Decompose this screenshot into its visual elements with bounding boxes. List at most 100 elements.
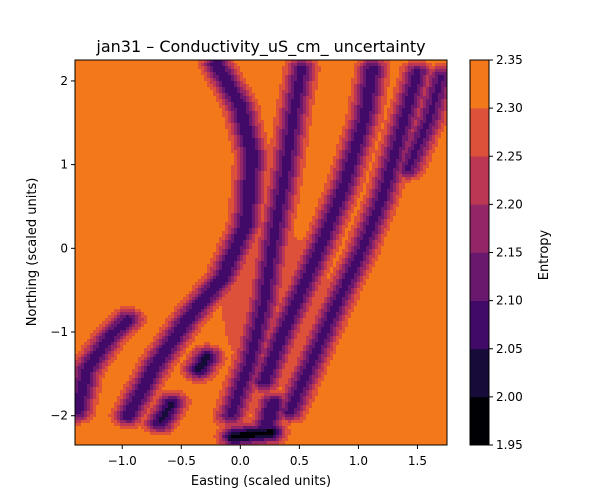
contour-cell [222, 381, 229, 385]
contour-cell [180, 360, 184, 364]
contour-cell [150, 396, 154, 400]
contour-cell [225, 222, 232, 226]
contour-cell [270, 321, 277, 325]
contour-cell [303, 294, 310, 298]
contour-cell [279, 87, 286, 91]
contour-cell [105, 357, 109, 361]
contour-cell [288, 402, 298, 406]
contour-cell [183, 408, 190, 412]
contour-cell [279, 381, 289, 385]
contour-cell [429, 108, 436, 112]
contour-cell [180, 315, 184, 319]
contour-cell [120, 306, 136, 310]
contour-cell [231, 399, 241, 403]
contour-cell [306, 336, 313, 340]
contour-cell [93, 417, 112, 421]
contour-cell [75, 252, 214, 256]
contour-cell [306, 111, 310, 115]
contour-cell [396, 171, 403, 175]
contour-cell [396, 108, 400, 112]
contour-cell [270, 180, 274, 184]
contour-cell [285, 93, 289, 97]
contour-cell [309, 402, 313, 406]
contour-cell [117, 396, 124, 400]
contour-cell [246, 153, 259, 157]
contour-cell [270, 234, 280, 238]
contour-cell [318, 381, 322, 385]
contour-cell [117, 339, 121, 343]
contour-cell [414, 132, 421, 136]
contour-cell [126, 402, 130, 406]
contour-cell [375, 105, 379, 109]
contour-cell [264, 231, 268, 235]
contour-cell [402, 99, 406, 103]
contour-cell [102, 390, 121, 394]
contour-cell [378, 60, 385, 64]
contour-cell [393, 117, 397, 121]
contour-cell [342, 129, 346, 133]
contour-cell [162, 396, 169, 400]
contour-cell [102, 363, 109, 367]
contour-cell [381, 171, 385, 175]
contour-cell [279, 159, 283, 163]
contour-cell [255, 258, 262, 262]
contour-cell [360, 156, 364, 160]
contour-cell [261, 171, 265, 175]
contour-cell [399, 81, 406, 85]
contour-cell [279, 378, 289, 382]
contour-cell [426, 63, 433, 67]
contour-cell [258, 147, 262, 151]
contour-cell [240, 255, 244, 259]
contour-cell [192, 321, 196, 325]
contour-cell [411, 168, 415, 172]
contour-cell [369, 162, 373, 166]
contour-cell [423, 174, 447, 178]
contour-cell [390, 84, 397, 88]
contour-cell [234, 192, 238, 196]
contour-cell [93, 393, 97, 397]
contour-cell [282, 246, 286, 250]
contour-cell [342, 261, 346, 265]
contour-cell [207, 306, 211, 310]
contour-cell [417, 153, 424, 157]
contour-cell [432, 63, 436, 67]
contour-cell [423, 84, 427, 88]
contour-cell [318, 78, 352, 82]
contour-cell [288, 219, 292, 223]
contour-cell [213, 351, 220, 355]
contour-cell [327, 291, 331, 295]
contour-cell [360, 240, 370, 244]
contour-cell [264, 144, 277, 148]
contour-cell [288, 183, 292, 187]
contour-cell [237, 384, 247, 388]
contour-cell [144, 348, 151, 352]
contour-cell [414, 174, 418, 178]
contour-cell [324, 363, 331, 367]
contour-cell [390, 99, 397, 103]
contour-cell [357, 222, 361, 226]
contour-cell [231, 171, 238, 175]
contour-cell [342, 312, 346, 316]
contour-cell [318, 264, 322, 268]
contour-cell [348, 222, 355, 226]
contour-cell [93, 369, 97, 373]
contour-cell [198, 297, 211, 301]
contour-cell [327, 273, 331, 277]
contour-cell [300, 369, 304, 373]
contour-cell [288, 174, 295, 178]
contour-cell [288, 288, 292, 292]
contour-cell [144, 405, 151, 409]
contour-cell [243, 252, 247, 256]
contour-cell [342, 333, 447, 337]
contour-cell [264, 249, 268, 253]
contour-cell [300, 312, 304, 316]
contour-cell [255, 222, 259, 226]
contour-cell [393, 132, 397, 136]
contour-cell [279, 90, 283, 94]
contour-cell [159, 384, 166, 388]
contour-cell [300, 195, 322, 199]
contour-cell [222, 408, 226, 412]
contour-cell [381, 81, 385, 85]
contour-cell [309, 309, 319, 313]
contour-cell [333, 267, 340, 271]
